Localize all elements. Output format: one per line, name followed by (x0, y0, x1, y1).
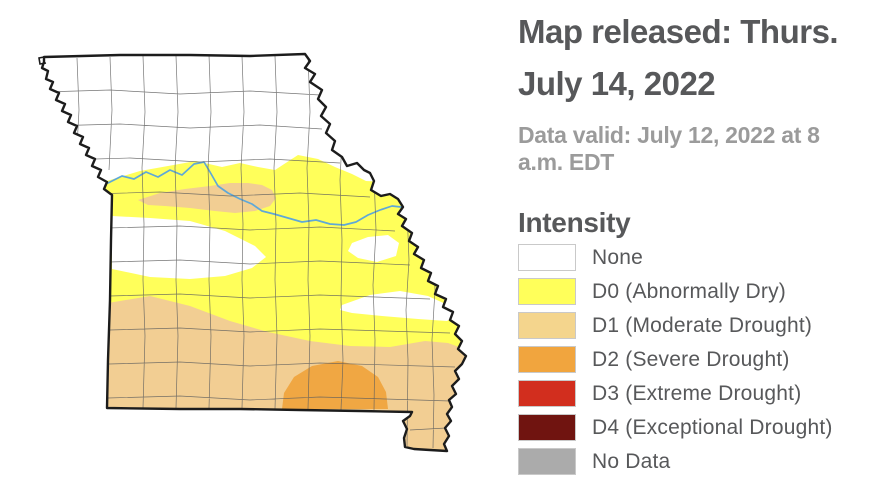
legend-list: None D0 (Abnormally Dry) D1 (Moderate Dr… (518, 244, 878, 475)
legend-label-d2: D2 (Severe Drought) (592, 347, 790, 371)
legend-label-d4: D4 (Exceptional Drought) (592, 415, 833, 439)
info-panel: Map released: Thurs. July 14, 2022 Data … (518, 6, 878, 482)
data-valid-line2: a.m. EDT (518, 149, 615, 175)
legend-label-d3: D3 (Extreme Drought) (592, 381, 802, 405)
legend-swatch-none (518, 244, 576, 271)
legend-item-d3: D3 (Extreme Drought) (518, 380, 878, 407)
legend-swatch-d0 (518, 278, 576, 305)
none-pocket-stl-north (348, 235, 399, 262)
legend-item-d4: D4 (Exceptional Drought) (518, 414, 878, 441)
missouri-drought-map (38, 52, 468, 453)
legend-label-d0: D0 (Abnormally Dry) (592, 279, 786, 303)
legend-swatch-d4 (518, 414, 576, 441)
release-date-line1: Map released: Thurs. (518, 13, 839, 50)
missouri-river (107, 161, 402, 226)
legend-swatch-d2 (518, 346, 576, 373)
map-area (38, 52, 468, 453)
state-outline (40, 52, 468, 453)
none-pocket-stl-south (340, 291, 456, 321)
legend-item-d2: D2 (Severe Drought) (518, 346, 878, 373)
legend-title: Intensity (518, 207, 631, 238)
legend-item-nodata: No Data (518, 448, 878, 475)
legend-item-d1: D1 (Moderate Drought) (518, 312, 878, 339)
legend-label-d1: D1 (Moderate Drought) (592, 313, 813, 337)
legend-swatch-d3 (518, 380, 576, 407)
state-outline-nw-notch (38, 56, 47, 65)
legend-item-d0: D0 (Abnormally Dry) (518, 278, 878, 305)
release-date-line2: July 14, 2022 (518, 65, 716, 102)
legend-label-nodata: No Data (592, 449, 671, 473)
legend-swatch-d1 (518, 312, 576, 339)
data-valid-line1: Data valid: July 12, 2022 at 8 (518, 122, 820, 148)
legend-item-none: None (518, 244, 878, 271)
legend-swatch-nodata (518, 448, 576, 475)
none-pocket-west (112, 216, 266, 279)
legend-label-none: None (592, 245, 644, 269)
data-valid-block: Data valid: July 12, 2022 at 8 a.m. EDT (518, 122, 878, 176)
